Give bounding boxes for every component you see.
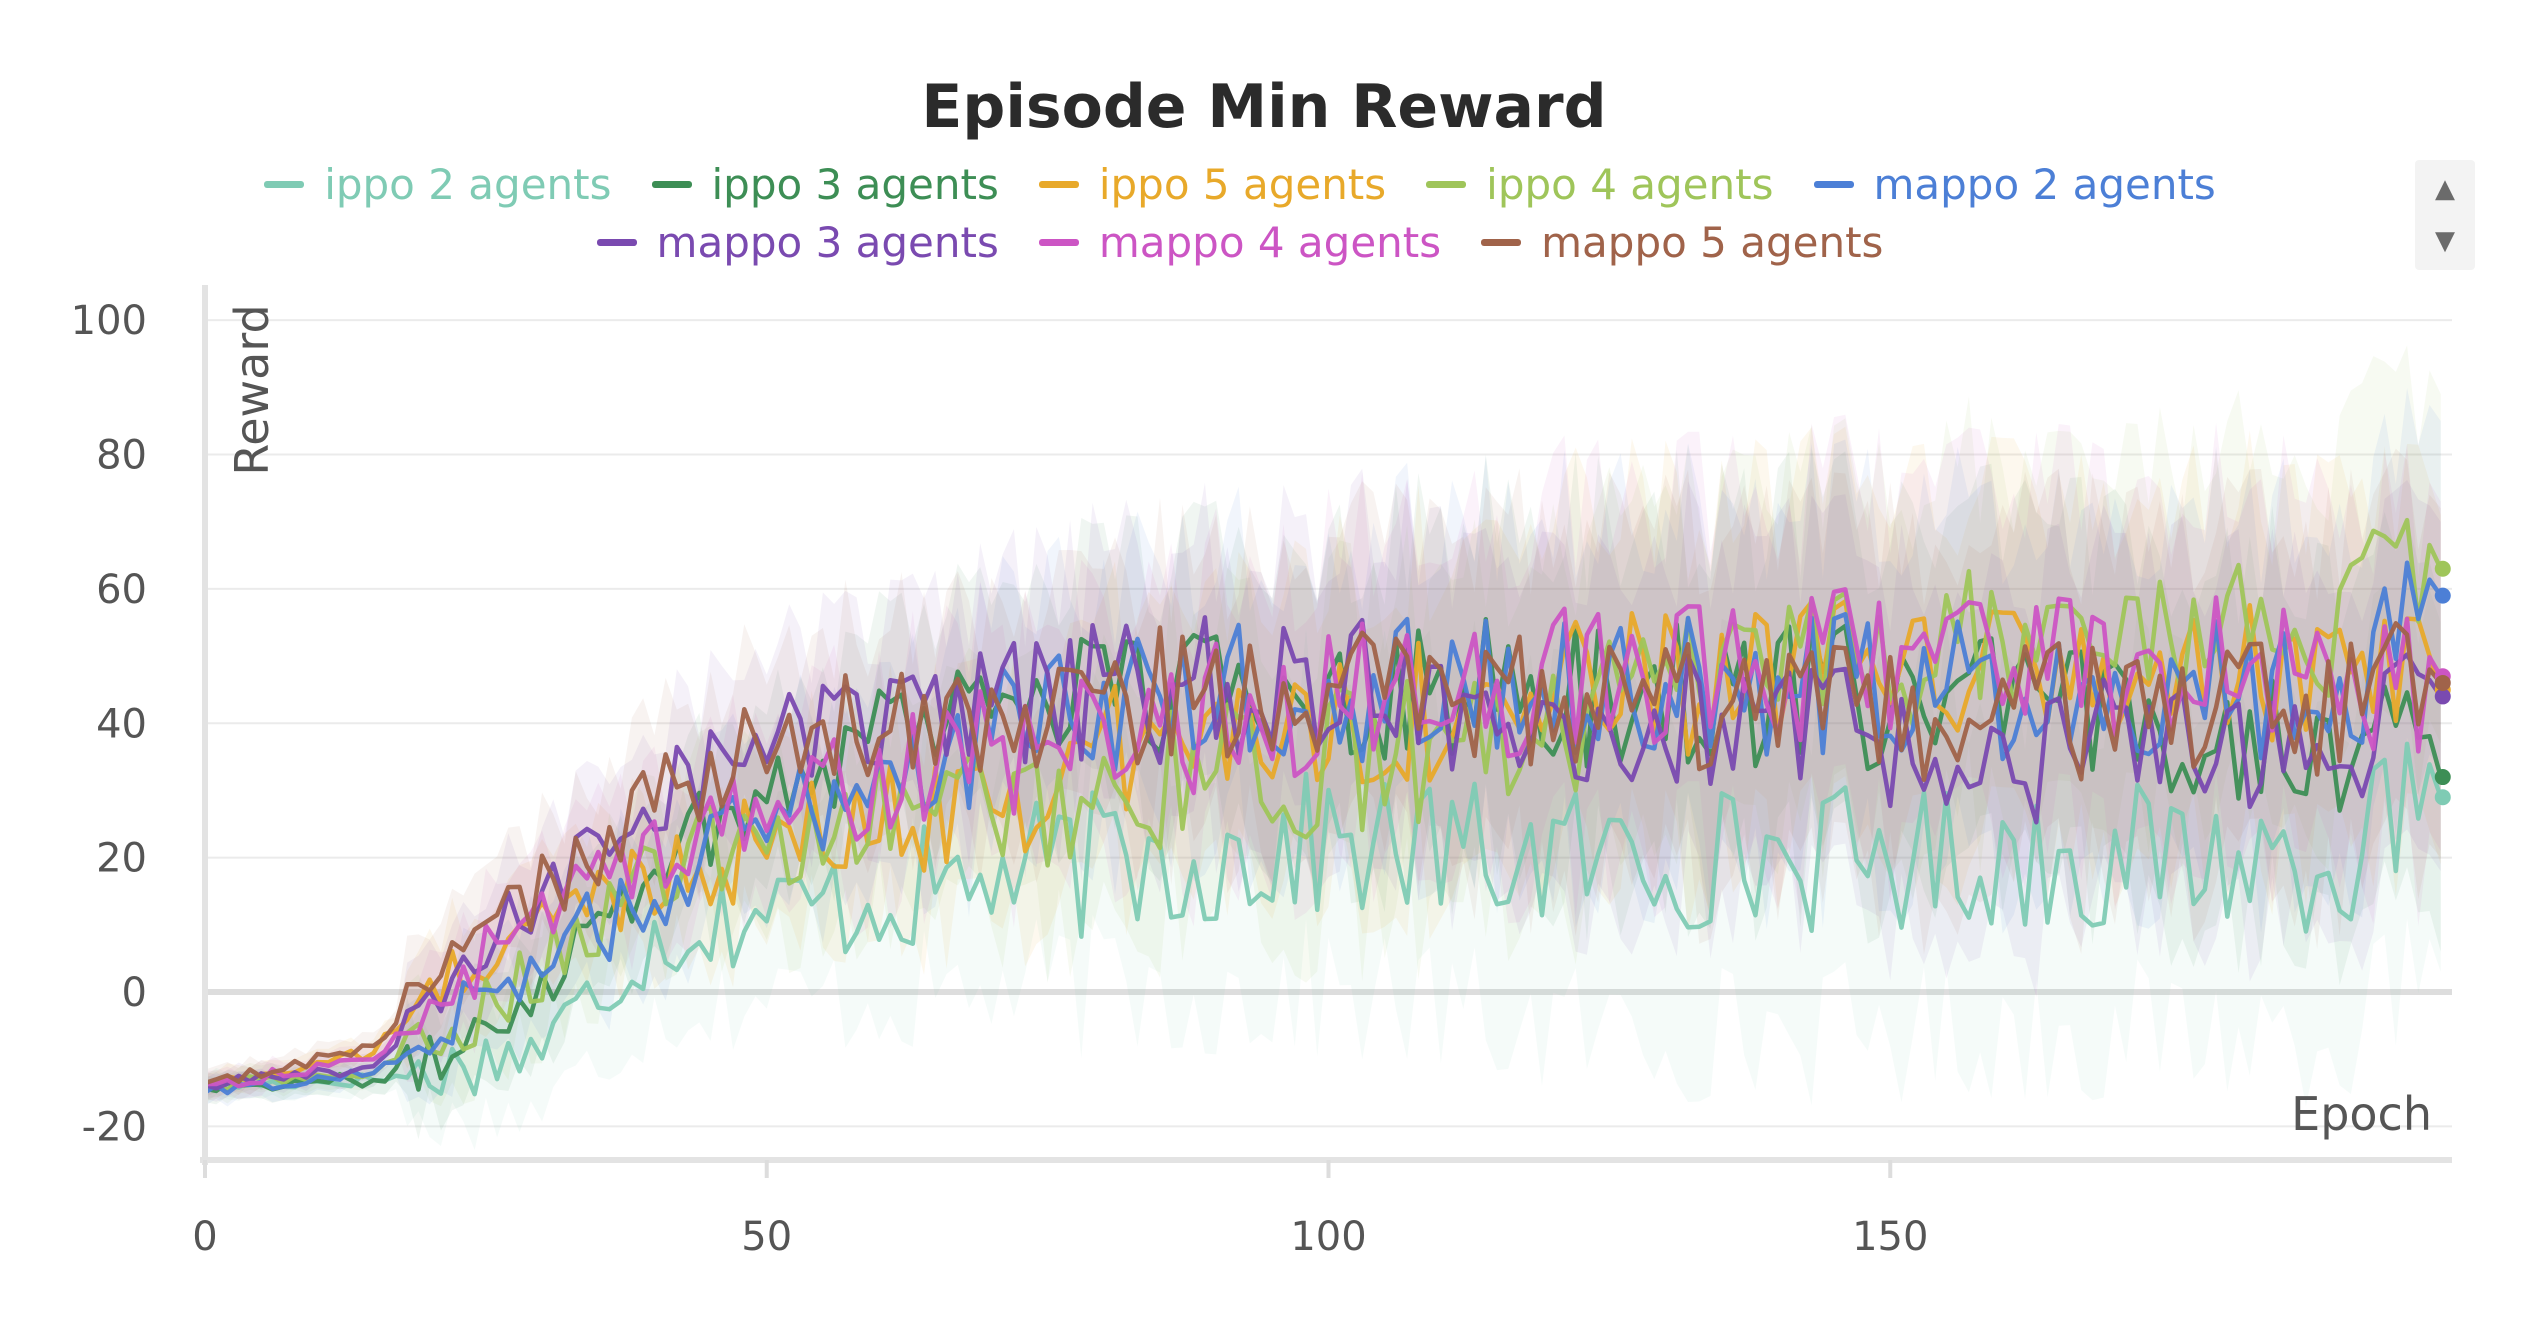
- axes: -20 0 20 40 60 80 100 0 50 100 150: [71, 285, 2452, 1260]
- y-tick-label: 60: [96, 567, 147, 613]
- legend-item-ippo-4-agents[interactable]: ippo 4 agents: [1426, 159, 1774, 209]
- legend-label: mappo 3 agents: [656, 217, 999, 267]
- x-tick-label: 0: [192, 1214, 217, 1260]
- line-mappo-5-agents: [204, 621, 2443, 1086]
- y-tick-label: 40: [96, 701, 147, 747]
- legend-label: ippo 5 agents: [1098, 159, 1387, 209]
- legend-item-mappo-4-agents[interactable]: mappo 4 agents: [1038, 217, 1442, 267]
- series-lines: [203, 517, 2443, 1097]
- x-axis-label: Epoch: [2291, 1087, 2432, 1141]
- y-tick-label: 80: [96, 433, 147, 479]
- legend-item-mappo-2-agents[interactable]: mappo 2 agents: [1813, 159, 2216, 209]
- legend-label: ippo 2 agents: [324, 159, 612, 209]
- legend-item-ippo-3-agents[interactable]: ippo 3 agents: [651, 159, 999, 209]
- end-marker-mappo-3-agents: [2434, 688, 2451, 705]
- legend-label: ippo 4 agents: [1486, 159, 1774, 209]
- y-tick-label: 20: [96, 836, 147, 882]
- x-tick-label: 150: [1852, 1214, 1928, 1260]
- chart-title: Episode Min Reward: [921, 72, 1607, 142]
- x-tick-label: 100: [1290, 1214, 1366, 1260]
- line-ippo-2-agents: [203, 741, 2443, 1097]
- end-marker-mappo-2-agents: [2434, 587, 2451, 604]
- x-tick-label: 50: [741, 1214, 792, 1260]
- legend-swatch: [1426, 180, 1467, 188]
- legend-item-mappo-5-agents[interactable]: mappo 5 agents: [1481, 217, 1884, 267]
- line-ippo-4-agents: [204, 517, 2443, 1093]
- legend-scroll-up-icon[interactable]: ▲: [2435, 174, 2455, 204]
- legend-swatch: [264, 180, 305, 188]
- end-marker-ippo-4-agents: [2434, 560, 2451, 577]
- legend-swatch: [1038, 238, 1079, 246]
- series-end-markers: [2434, 560, 2451, 806]
- legend-swatch: [1481, 238, 1522, 246]
- legend-label: mappo 5 agents: [1541, 217, 1884, 267]
- legend-label: mappo 4 agents: [1098, 217, 1442, 267]
- end-marker-ippo-2-agents: [2434, 789, 2451, 806]
- legend-scroll: ▲ ▼: [2415, 160, 2475, 270]
- legend-label: mappo 2 agents: [1873, 159, 2216, 209]
- legend-swatch: [1038, 180, 1079, 188]
- legend-item-mappo-3-agents[interactable]: mappo 3 agents: [596, 217, 999, 267]
- y-axis-label: Reward: [225, 304, 279, 475]
- legend-swatch: [651, 180, 692, 188]
- y-tick-label: 100: [71, 298, 147, 344]
- legend-swatch: [1813, 180, 1854, 188]
- legend: ippo 2 agents ippo 3 agents ippo 5 agents i…: [60, 159, 2420, 267]
- legend-scroll-down-icon[interactable]: ▼: [2435, 226, 2455, 256]
- end-marker-ippo-3-agents: [2434, 769, 2451, 786]
- end-marker-mappo-5-agents: [2434, 674, 2451, 691]
- legend-swatch: [596, 238, 637, 246]
- y-tick-label: 0: [122, 970, 147, 1016]
- y-tick-label: -20: [82, 1104, 147, 1150]
- legend-item-ippo-2-agents[interactable]: ippo 2 agents: [264, 159, 612, 209]
- legend-label: ippo 3 agents: [711, 159, 999, 209]
- line-mappo-4-agents: [204, 587, 2443, 1089]
- legend-item-ippo-5-agents[interactable]: ippo 5 agents: [1038, 159, 1387, 209]
